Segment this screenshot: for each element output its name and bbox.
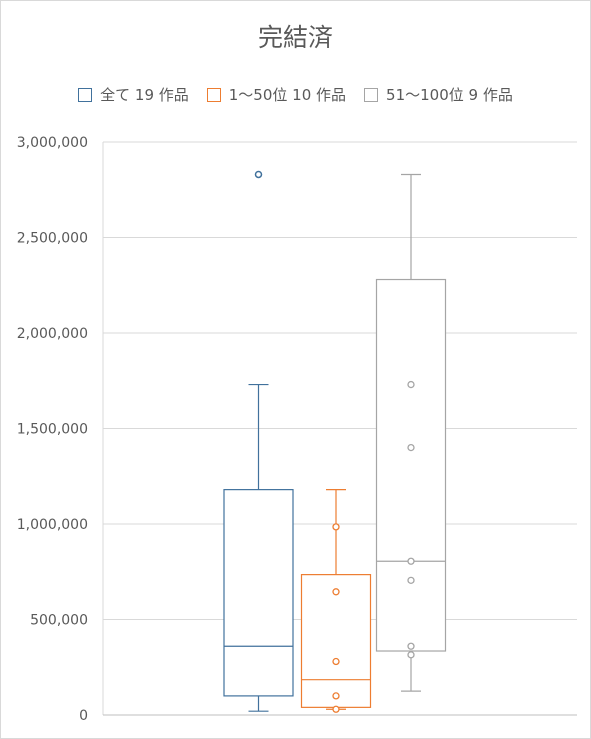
y-tick-label: 2,000,000 bbox=[17, 326, 88, 342]
inner-point bbox=[407, 651, 415, 659]
y-tick-label: 0 bbox=[79, 708, 88, 724]
box-iqr bbox=[223, 489, 294, 697]
inner-point bbox=[407, 557, 415, 565]
inner-point bbox=[332, 523, 340, 531]
legend-swatch-all bbox=[78, 87, 93, 102]
legend-label-51-100: 51～100位 9 作品 bbox=[386, 86, 513, 104]
inner-point bbox=[407, 642, 415, 650]
y-tick-label: 2,500,000 bbox=[17, 231, 88, 247]
legend-item-all: 全て 19 作品 bbox=[78, 84, 189, 105]
legend-item-top50: 1～50位 10 作品 bbox=[206, 84, 347, 105]
chart-title: 完結済 bbox=[257, 23, 333, 52]
box-iqr bbox=[300, 574, 372, 708]
y-tick-label: 3,000,000 bbox=[17, 135, 88, 151]
inner-point bbox=[332, 692, 340, 700]
legend-swatch-51-100 bbox=[364, 87, 379, 102]
inner-point bbox=[407, 443, 415, 452]
box-iqr bbox=[375, 278, 447, 652]
legend-swatch-top50 bbox=[206, 87, 221, 102]
inner-point bbox=[332, 588, 340, 596]
y-tick-label: 1,000,000 bbox=[17, 517, 88, 533]
outlier-point bbox=[254, 170, 263, 179]
legend-label-all: 全て 19 作品 bbox=[100, 86, 189, 104]
inner-point bbox=[407, 380, 415, 389]
legend-label-top50: 1～50位 10 作品 bbox=[228, 86, 347, 104]
legend-item-51-100: 51～100位 9 作品 bbox=[364, 84, 513, 105]
inner-point bbox=[332, 705, 340, 713]
inner-point bbox=[407, 576, 415, 584]
inner-point bbox=[332, 657, 340, 666]
y-tick-label: 1,500,000 bbox=[17, 422, 88, 438]
legend: 全て 19 作品 1～50位 10 作品 51～100位 9 作品 bbox=[0, 84, 591, 105]
y-tick-label: 500,000 bbox=[30, 613, 88, 629]
